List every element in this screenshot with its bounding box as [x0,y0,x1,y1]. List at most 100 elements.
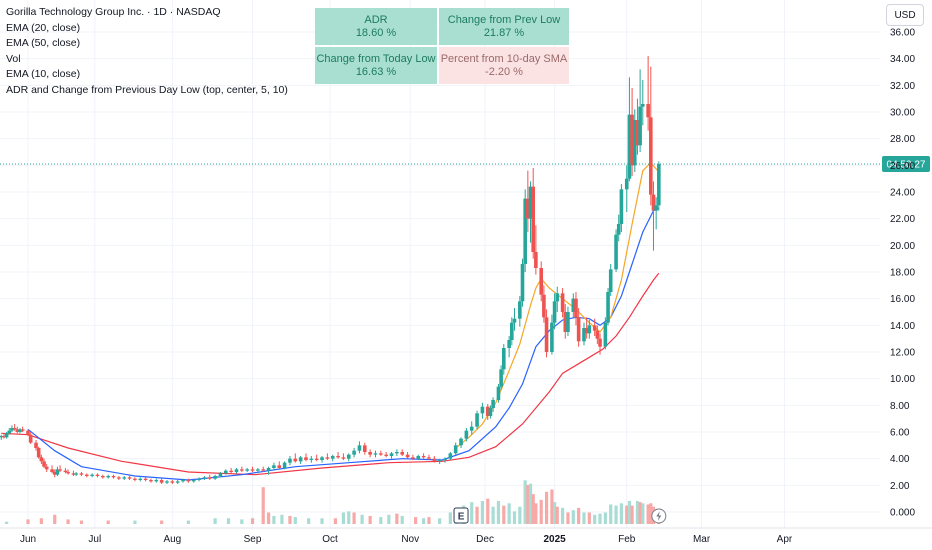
candle-body [213,476,217,479]
volume-bar [534,503,538,524]
candle-body [657,164,661,206]
earnings-marker: E [453,507,469,524]
candle-body [627,114,632,179]
volume-bar [635,501,640,524]
candle-body [421,456,426,458]
volume-bar [552,502,557,524]
candle-body [202,477,207,479]
candle-body [170,481,175,483]
candle-body [127,477,132,479]
candle-body [330,456,335,459]
ema50-legend[interactable]: EMA (50, close) [6,37,81,49]
candle-body [638,106,642,146]
candle-body [2,436,6,438]
volume-bar [272,515,276,524]
prev-low-label: Change from Prev Low [447,13,561,26]
candle-body [411,457,415,459]
candle-body [117,477,121,479]
y-tick-label: 34.00 [890,54,915,65]
candle-body [66,472,70,474]
y-tick-label: 36.00 [890,28,915,39]
candle-body [357,445,362,451]
adr-value: 18.60 % [355,26,397,39]
candle-body [520,264,525,302]
candle-body [0,436,4,438]
currency-button[interactable]: USD [886,4,924,26]
volume-bar [320,518,324,524]
volume-bar [496,501,501,524]
candle-body [52,472,57,475]
volume-bar [561,507,565,524]
volume-bar [609,504,613,524]
candle-body [496,386,501,400]
candle-body [416,456,421,459]
y-tick-label: 12.00 [890,348,915,359]
symbol-title[interactable]: Gorilla Technology Group Inc. · 1D · NAS… [6,6,221,18]
candle-body [165,481,169,483]
candle-body [154,480,159,482]
volume-bar [213,518,217,524]
candle-body [293,458,298,462]
candle-body [309,458,314,460]
candle-body [534,252,538,268]
y-tick-label: 16.00 [890,294,915,305]
candle-body [261,469,266,471]
candle-body [79,473,84,475]
candle-body [352,450,356,455]
y-tick-label: 10.00 [890,374,915,385]
candle-body [574,298,578,318]
candle-body [595,330,600,339]
price-label: 04:50:27 [887,160,926,171]
volume-bar [160,520,164,524]
candle-body [475,413,479,427]
candle-body [277,465,282,468]
candle-body [427,457,431,459]
volume-bar [603,512,607,524]
x-tick-label: Nov [401,534,419,545]
x-tick-label: Apr [777,534,793,545]
candle-body [550,322,554,352]
candle-body [71,473,76,475]
volume-bar [333,518,337,524]
candle-body [106,476,110,478]
volume-bar [413,517,418,524]
volume-legend[interactable]: Vol [6,52,21,65]
volume-bar [66,519,70,524]
candle-body [122,477,127,479]
candle-body [218,473,223,476]
candle-body [175,481,180,483]
candle-body [138,478,143,480]
ema10-legend[interactable]: EMA (10, close) [6,68,81,80]
ema20-legend[interactable]: EMA (20, close) [6,21,81,34]
candle-body [395,452,399,454]
volume-bar [360,514,364,524]
adr-indicator-legend[interactable]: ADR and Change from Previous Day Low (to… [6,83,288,96]
candle-body [101,476,105,478]
candle-body [608,269,613,292]
y-tick-label: 4.00 [890,454,910,465]
candle-body [491,400,495,408]
candle-body [55,469,60,475]
candle-body [111,476,116,478]
volume-bar [526,484,530,524]
candle-body [507,340,511,348]
y-tick-label: 20.00 [890,241,915,252]
candle-body [389,453,394,456]
candle-body [400,452,405,455]
volume-bar [5,521,9,524]
ema50-line [1,272,660,476]
volume-bar [518,506,522,524]
volume-bar [379,517,383,524]
today-low-cell: Change from Today Low 16.63 % [315,47,437,84]
volume-bar [106,520,110,524]
volume-bar [571,510,575,524]
volume-bar [347,511,351,524]
candle-body [592,325,597,331]
adr-label: ADR [364,13,388,26]
y-tick-label: 26.00 [890,161,915,172]
volume-bar [502,505,506,524]
candles [0,56,661,484]
candle-body [34,442,38,448]
volume-bar [539,499,543,524]
